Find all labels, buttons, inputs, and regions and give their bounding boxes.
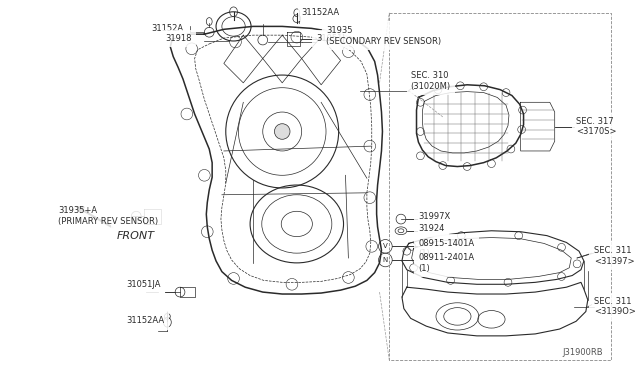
Text: 31051J: 31051J	[316, 34, 345, 43]
Text: 08911-2401A
(1): 08911-2401A (1)	[419, 253, 475, 273]
Text: SEC. 311
<31397>: SEC. 311 <31397>	[594, 246, 634, 266]
Text: 31152AA: 31152AA	[301, 8, 340, 17]
Text: J31900RB: J31900RB	[563, 348, 604, 357]
Text: 31152A: 31152A	[151, 25, 183, 33]
Text: 31152AA: 31152AA	[127, 317, 164, 326]
Text: SEC. 310
(31020M): SEC. 310 (31020M)	[411, 71, 451, 90]
Text: SEC. 311
<3139O>: SEC. 311 <3139O>	[594, 297, 636, 316]
Text: N: N	[383, 257, 388, 263]
Text: FRONT: FRONT	[116, 231, 155, 241]
Text: 31924: 31924	[419, 224, 445, 233]
Ellipse shape	[275, 124, 290, 139]
Text: 08915-1401A
(1): 08915-1401A (1)	[419, 238, 475, 258]
Text: 31997X: 31997X	[419, 212, 451, 221]
Text: 31935+A
(PRIMARY REV SENSOR): 31935+A (PRIMARY REV SENSOR)	[58, 206, 159, 226]
Text: 31935
(SECONDARY REV SENSOR): 31935 (SECONDARY REV SENSOR)	[326, 26, 441, 46]
Text: 31918: 31918	[165, 34, 192, 43]
Text: SEC. 317
<3170S>: SEC. 317 <3170S>	[576, 117, 616, 136]
Text: 31051JA: 31051JA	[127, 280, 161, 289]
Text: V: V	[383, 243, 388, 249]
